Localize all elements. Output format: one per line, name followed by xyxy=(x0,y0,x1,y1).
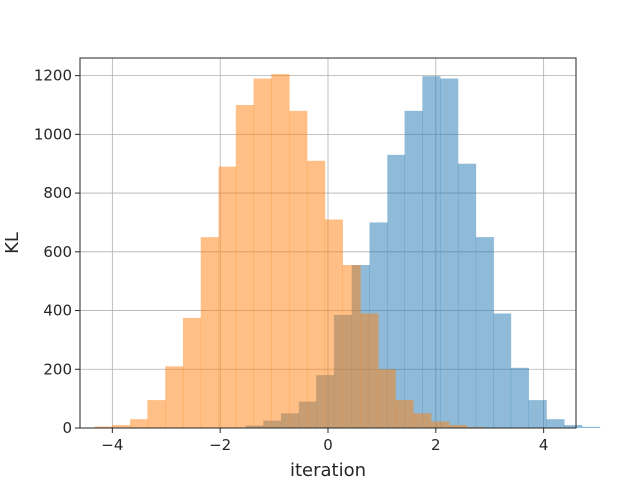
histogram-bar xyxy=(147,400,166,428)
histogram-bar xyxy=(253,78,272,429)
plot-area: −4 −2 0 2 4 0 200 400 600 800 1000 1200 xyxy=(34,57,601,454)
histogram-bar xyxy=(200,237,219,428)
histogram-bar xyxy=(94,426,113,428)
histogram-bar xyxy=(387,154,405,428)
x-tick-label: −2 xyxy=(209,436,231,454)
histogram-bar xyxy=(112,425,131,428)
histogram-bar xyxy=(235,104,254,428)
histogram-bar xyxy=(448,425,467,428)
x-tick-label: 4 xyxy=(539,436,549,454)
histogram-bar xyxy=(430,421,450,428)
histogram-bar xyxy=(395,400,414,428)
y-axis-ticks: 0 200 400 600 800 1000 1200 xyxy=(34,67,80,437)
histogram-bar xyxy=(413,413,432,428)
x-tick-label: 0 xyxy=(323,436,333,454)
histogram-bar xyxy=(493,313,512,428)
histogram-bar xyxy=(457,163,477,428)
y-tick-label: 0 xyxy=(62,419,72,437)
histogram-bar xyxy=(360,313,379,428)
y-axis-label: KL xyxy=(2,232,23,254)
histogram-bar xyxy=(440,78,459,429)
histogram-bar xyxy=(218,166,237,428)
histogram-bar xyxy=(271,74,290,429)
histogram-bar xyxy=(306,160,326,428)
histogram-bar xyxy=(528,400,547,428)
histogram-bar xyxy=(546,419,565,428)
histogram-bar xyxy=(422,76,441,428)
series-2-bars xyxy=(94,74,485,429)
histogram-bar xyxy=(342,265,361,428)
histogram-bar xyxy=(564,425,583,428)
x-axis-ticks: −4 −2 0 2 4 xyxy=(101,428,548,454)
histogram-bar xyxy=(165,366,184,428)
x-tick-label: 2 xyxy=(431,436,441,454)
y-tick-label: 600 xyxy=(43,243,72,261)
y-tick-label: 200 xyxy=(43,360,72,378)
histogram-bar xyxy=(324,219,343,428)
histogram-bars xyxy=(94,74,601,429)
y-tick-label: 400 xyxy=(43,302,72,320)
y-tick-label: 800 xyxy=(43,184,72,202)
histogram-bar xyxy=(581,426,601,428)
y-tick-label: 1200 xyxy=(34,67,72,85)
histogram-bar xyxy=(130,419,148,428)
histogram-bar xyxy=(182,317,202,428)
x-axis-label: iteration xyxy=(290,460,366,480)
histogram-bar xyxy=(404,110,423,428)
histogram-bar xyxy=(510,367,529,428)
x-tick-label: −4 xyxy=(101,436,123,454)
histogram-bar xyxy=(475,237,494,428)
y-tick-label: 1000 xyxy=(34,125,72,143)
histogram-bar xyxy=(378,369,396,428)
histogram-bar xyxy=(289,110,308,428)
